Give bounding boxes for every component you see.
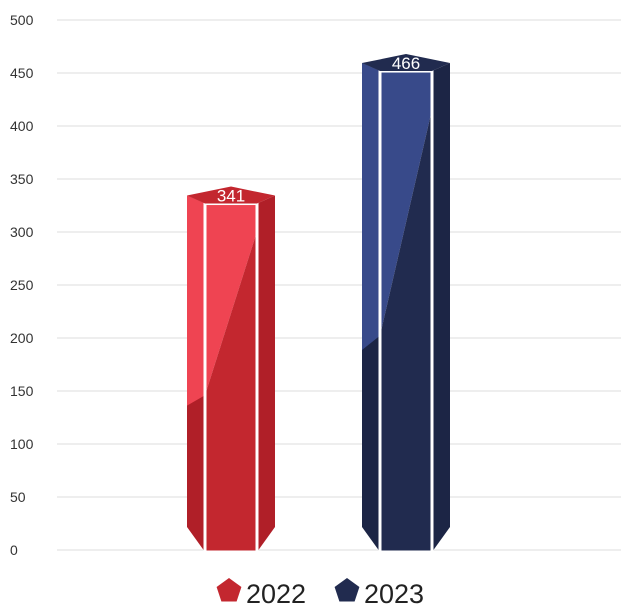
y-tick-label: 450 [10,65,34,81]
bar-2022: 341 [187,186,275,554]
bar-2023: 466 [362,54,450,554]
y-tick-label: 50 [10,489,26,505]
bar-front [380,109,432,553]
bar-cap [362,54,450,72]
y-tick-label: 300 [10,224,34,240]
legend-item-2023: 2023 [334,578,424,609]
legend-label: 2022 [246,579,306,609]
y-tick-label: 200 [10,330,34,346]
y-tick-label: 0 [10,542,18,558]
y-tick-label: 350 [10,171,34,187]
bar-side-right [432,63,450,552]
y-tick-label: 100 [10,436,34,452]
grid-lines [57,19,621,551]
y-tick-label: 500 [10,12,34,28]
bar-cap [187,186,275,204]
legend: 2022 2023 [216,578,424,609]
legend-marker [334,578,360,602]
y-axis: 0 50 100 150 200 250 300 350 400 450 500 [10,12,34,558]
legend-label: 2023 [364,579,424,609]
y-tick-label: 250 [10,277,34,293]
bars: 341 466 [187,54,450,554]
bar-value-label: 466 [392,54,420,73]
legend-marker [216,578,242,602]
bar-front [205,231,257,552]
y-tick-label: 400 [10,118,34,134]
bar-side-right [257,195,275,553]
y-tick-label: 150 [10,383,34,399]
bar-value-label: 341 [217,187,245,206]
legend-item-2022: 2022 [216,578,306,609]
